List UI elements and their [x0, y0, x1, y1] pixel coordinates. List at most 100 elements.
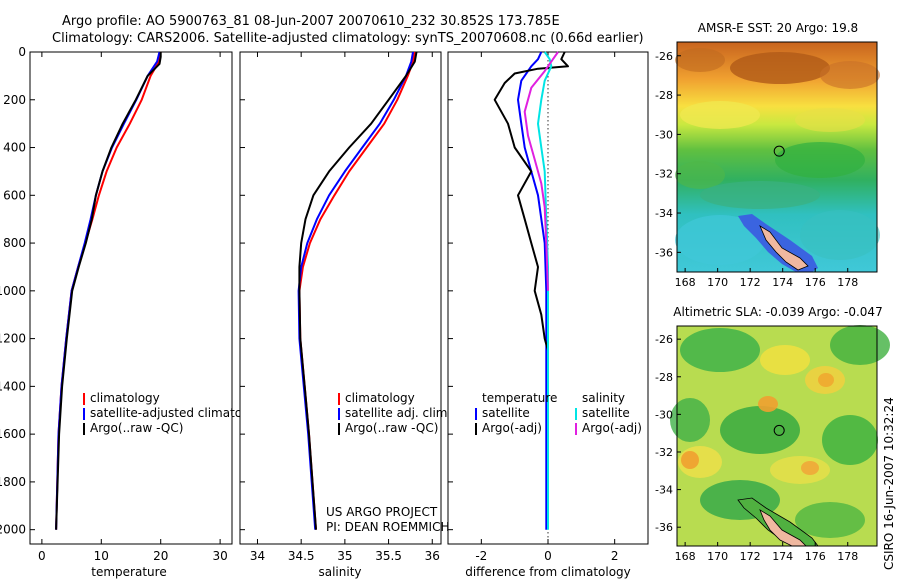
y-tick-label: -32 — [655, 446, 673, 459]
legend-label-argo: Argo(..raw -QC) — [90, 421, 183, 435]
x-tick-label: 35.5 — [375, 549, 402, 563]
y-tick-label: 200 — [3, 93, 26, 107]
x-tick-label: 34.5 — [288, 549, 315, 563]
x-tick-label: 174 — [772, 550, 793, 563]
legend-title-temperature: temperature — [482, 391, 557, 405]
y-tick-label: -34 — [655, 484, 673, 497]
legend-label-climatology: climatology — [90, 391, 160, 405]
sla-map-field — [670, 325, 890, 547]
x-tick-label: 170 — [707, 550, 728, 563]
x-tick-label: 36 — [425, 549, 440, 563]
temperature-x-ticks: 0 10 20 30 — [38, 52, 228, 563]
x-tick-label: 178 — [837, 276, 858, 289]
sst-map-panel: AMSR-E SST: 20 Argo: 19.8 -26 -28 -30 -32 -3… — [655, 21, 880, 289]
y-tick-label: 0 — [18, 45, 26, 59]
sla-map-y-ticks: -26 -28 -30 -32 -34 -36 — [655, 333, 681, 534]
series-line-salinity-argo — [523, 51, 559, 291]
y-tick-label: -32 — [655, 168, 673, 181]
header-line1: Argo profile: AO 5900763_81 08-Jun-2007 … — [62, 14, 560, 29]
sst-cyan-patch — [800, 210, 880, 260]
sla-green-patch — [720, 406, 800, 454]
y-tick-label: 1400 — [0, 379, 26, 393]
y-tick-label: 1600 — [0, 427, 26, 441]
x-tick-label: 30 — [212, 549, 227, 563]
y-tick-label: 1200 — [0, 332, 26, 346]
sla-yellow-patch — [760, 345, 810, 375]
x-tick-label: 174 — [772, 276, 793, 289]
sla-green-patch — [830, 325, 890, 365]
sst-argo-location-marker — [773, 145, 785, 157]
sla-green-patch — [680, 328, 760, 372]
legend-label-sal-satellite: satellite — [582, 406, 630, 420]
salinity-x-ticks: 34 34.5 35 35.5 36 — [240, 51, 440, 563]
temperature-panel: 0 200 400 600 800 1000 1200 1400 1600 1800 2000 0 1… — [0, 45, 268, 579]
x-tick-label: 170 — [707, 276, 728, 289]
x-tick-label: 0 — [38, 549, 46, 563]
sst-map-field — [675, 42, 880, 272]
legend-label-temp-satellite: satellite — [482, 406, 530, 420]
y-tick-label: 1800 — [0, 475, 26, 489]
sst-map-title: AMSR-E SST: 20 Argo: 19.8 — [698, 21, 858, 35]
y-tick-label: 400 — [3, 141, 26, 155]
legend-title-salinity: salinity — [582, 391, 625, 405]
sst-map-y-ticks: -26 -28 -30 -32 -34 -36 — [655, 50, 681, 259]
x-tick-label: 0 — [544, 549, 552, 563]
x-tick-label: 34 — [250, 549, 265, 563]
series-line-salinity-satellite — [537, 51, 553, 530]
salinity-axes — [239, 51, 442, 545]
x-tick-label: 20 — [153, 549, 168, 563]
temperature-legend: climatology satellite-adjusted climatolo… — [83, 391, 268, 435]
sst-map-x-ticks: 168 170 172 174 176 178 — [675, 268, 858, 289]
x-tick-label: 168 — [675, 550, 696, 563]
x-tick-label: 178 — [837, 550, 858, 563]
difference-lines — [493, 51, 569, 530]
sst-new-zealand-land — [759, 225, 809, 271]
y-tick-label: -26 — [655, 50, 673, 63]
x-tick-label: 10 — [94, 549, 109, 563]
salinity-lines — [297, 51, 418, 530]
header-line2: Climatology: CARS2006. Satellite-adjuste… — [52, 31, 644, 46]
y-tick-label: -30 — [655, 408, 673, 421]
temperature-xlabel: temperature — [91, 565, 166, 579]
difference-panel: -2 0 2 difference from climatology tempera… — [447, 51, 649, 579]
sst-green-patch — [675, 161, 725, 189]
sst-warm-patch — [820, 61, 880, 89]
sst-green-patch — [700, 181, 820, 209]
sla-map-panel: Altimetric SLA: -0.039 Argo: -0.047 -26-… — [655, 305, 890, 563]
x-tick-label: 35 — [337, 549, 352, 563]
footer-stamp: CSIRO 16-Jun-2007 10:32:24 — [882, 397, 896, 570]
legend-label-climatology: climatology — [345, 391, 415, 405]
y-tick-label: -30 — [655, 128, 673, 141]
legend-label-temp-argo: Argo(-adj) — [482, 421, 542, 435]
salinity-panel: 34 34.5 35 35.5 36 salinity climatology sate… — [239, 51, 451, 579]
series-line-argo — [298, 51, 418, 530]
salinity-legend: climatology satellite adj. clim. Argo(..… — [338, 391, 451, 435]
legend-label-satellite: satellite adj. clim. — [345, 406, 451, 420]
sla-argo-location-marker — [773, 424, 785, 436]
temperature-axes — [29, 51, 233, 545]
sla-orange-patch — [801, 461, 819, 475]
y-tick-label: -26 — [655, 333, 673, 346]
sla-green-patch — [670, 398, 710, 442]
sla-green-patch — [795, 502, 865, 538]
x-tick-label: 172 — [740, 276, 761, 289]
x-tick-label: 2 — [611, 549, 619, 563]
y-tick-label: 1000 — [0, 284, 26, 298]
sst-green-patch — [775, 142, 865, 178]
sla-yellow-patch — [770, 456, 830, 484]
sla-map-x-ticks: 168 170 172 174 176 178 — [675, 542, 858, 563]
project-annotation: US ARGO PROJECT — [326, 505, 438, 519]
sst-warm-patch — [730, 52, 830, 84]
sst-yellow-patch — [795, 108, 865, 132]
legend-label-satellite: satellite-adjusted climatology — [90, 406, 268, 420]
legend-label-sal-argo: Argo(-adj) — [582, 421, 642, 435]
difference-legend-temperature: temperature satellite Argo(-adj) — [475, 391, 557, 435]
y-tick-label: -36 — [655, 521, 673, 534]
sst-warm-patch — [675, 48, 725, 72]
pi-annotation: PI: DEAN ROEMMICH — [326, 520, 449, 534]
y-tick-label: 800 — [3, 236, 26, 250]
y-tick-label: 600 — [3, 188, 26, 202]
sst-map-axes — [676, 41, 878, 273]
x-tick-label: 176 — [805, 550, 826, 563]
